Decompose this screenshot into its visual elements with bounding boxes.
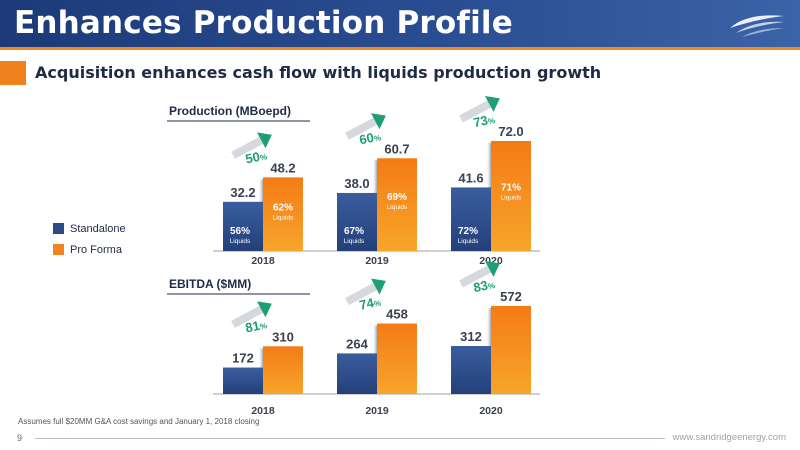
liquids-label-pro-forma: Liquids: [273, 214, 294, 221]
growth-arrow-icon: [345, 113, 386, 140]
production-value-label-standalone: 32.2: [230, 185, 255, 200]
ebitda-growth-label: 74%: [358, 294, 382, 313]
production-bar-standalone: [223, 201, 263, 251]
liquids-pct-pro-forma: 69%: [387, 192, 407, 203]
production-value-label-pro-forma: 48.2: [270, 160, 295, 175]
production-chart-title: Production (MBoepd): [169, 104, 291, 118]
legend-swatch-standalone: [53, 223, 64, 234]
growth-arrow-icon: [459, 96, 500, 123]
slide-subtitle: Acquisition enhances cash flow with liqu…: [35, 63, 602, 82]
ebitda-category-label: 2020: [479, 405, 503, 417]
ebitda-bar-pro-forma: [377, 323, 417, 394]
legend-label-pro-forma: Pro Forma: [70, 244, 123, 256]
growth-arrow-icon: [459, 261, 500, 288]
liquids-label-pro-forma: Liquids: [387, 204, 408, 211]
footnote: Assumes full $20MM G&A cost savings and …: [18, 417, 260, 426]
production-bar-pro-forma: [491, 141, 531, 251]
growth-arrow-icon: [345, 278, 386, 306]
liquids-pct-standalone: 72%: [458, 226, 478, 237]
production-growth-label: 60%: [358, 128, 382, 147]
legend-label-standalone: Standalone: [70, 223, 126, 235]
production-category-label: 2019: [365, 255, 389, 267]
ebitda-bar-pro-forma: [263, 346, 303, 394]
production-value-label-standalone: 38.0: [344, 176, 369, 191]
ebitda-bar-standalone: [223, 367, 263, 394]
production-growth-label: 50%: [244, 147, 268, 166]
subtitle-marker: [0, 61, 26, 85]
growth-arrow-icon: [231, 132, 272, 159]
liquids-pct-pro-forma: 71%: [501, 183, 521, 194]
ebitda-value-label-standalone: 172: [232, 351, 254, 366]
growth-arrow-icon: [231, 301, 272, 328]
liquids-label-standalone: Liquids: [344, 238, 365, 245]
liquids-label-pro-forma: Liquids: [501, 195, 522, 202]
production-growth-label: 73%: [472, 111, 496, 130]
ebitda-chart-title: EBITDA ($MM): [169, 277, 251, 291]
ebitda-bar-standalone: [451, 346, 491, 394]
liquids-label-standalone: Liquids: [458, 238, 479, 245]
ebitda-growth-label: 83%: [472, 276, 496, 295]
title-bar: Enhances Production Profile: [0, 0, 800, 47]
ebitda-bar-pro-forma: [491, 306, 531, 394]
slide-title: Enhances Production Profile: [14, 5, 513, 41]
page-number: 9: [17, 433, 23, 443]
ebitda-category-label: 2019: [365, 405, 389, 417]
production-bar-standalone: [337, 192, 377, 251]
ebitda-growth-label: 81%: [244, 316, 268, 335]
production-bar-standalone: [451, 187, 491, 251]
ebitda-category-label: 2018: [251, 405, 275, 417]
website-url: www.sandridgeenergy.com: [672, 432, 786, 443]
ebitda-value-label-pro-forma: 458: [386, 307, 408, 322]
ebitda-value-label-pro-forma: 310: [272, 329, 294, 344]
liquids-pct-pro-forma: 62%: [273, 202, 293, 213]
ebitda-value-label-pro-forma: 572: [500, 289, 522, 304]
production-bar-pro-forma: [263, 177, 303, 251]
production-value-label-standalone: 41.6: [458, 170, 483, 185]
production-category-label: 2018: [251, 255, 275, 267]
ebitda-value-label-standalone: 312: [460, 329, 482, 344]
production-value-label-pro-forma: 60.7: [384, 141, 409, 156]
production-bar-pro-forma: [377, 158, 417, 251]
liquids-pct-standalone: 67%: [344, 226, 364, 237]
footer-rule: [35, 438, 665, 439]
ebitda-bar-standalone: [337, 353, 377, 394]
title-underline: [0, 47, 800, 50]
liquids-pct-standalone: 56%: [230, 226, 250, 237]
liquids-label-standalone: Liquids: [230, 238, 251, 245]
company-logo-icon: [730, 15, 784, 37]
production-value-label-pro-forma: 72.0: [498, 124, 523, 139]
legend-swatch-pro-forma: [53, 244, 64, 255]
ebitda-value-label-standalone: 264: [346, 336, 368, 351]
